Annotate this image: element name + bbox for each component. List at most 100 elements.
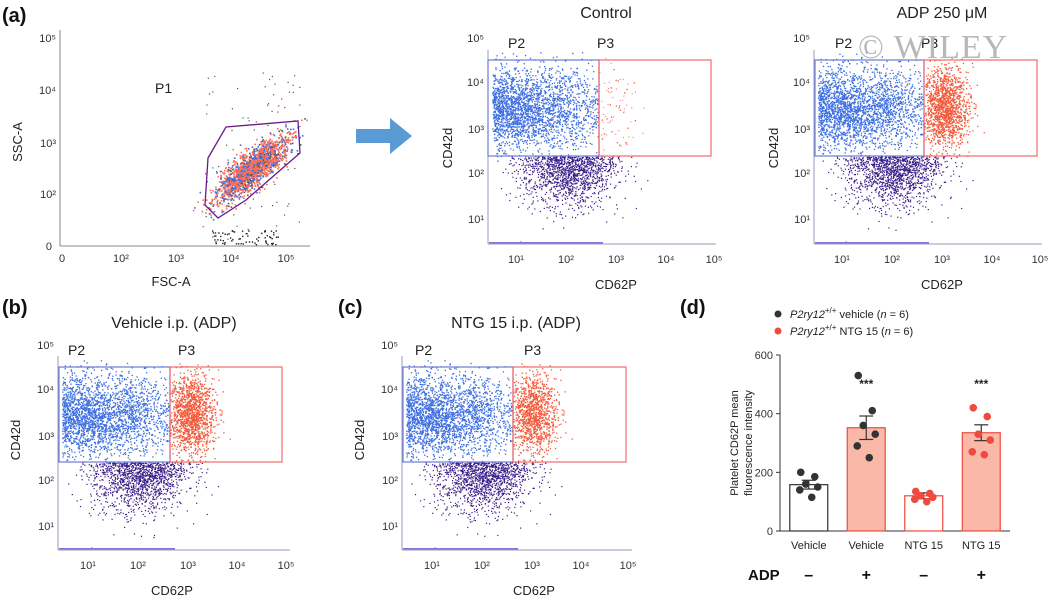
adp-250-y-tick-2: 10² <box>794 168 810 180</box>
bar-y-tick-label: 600 <box>755 350 773 362</box>
data-point <box>871 430 880 439</box>
adp-250-plot: ADP 250 μM P2 P3 10¹ 10² 10³ 10⁴ 10⁵ 10¹… <box>766 5 1048 292</box>
panel-b-gate-p2-label: P2 <box>68 342 85 358</box>
panel-a-scatter-plot: P1 0 10² 10³ 10⁴ 10⁵ 0 10² 10³ 10⁴ 10⁵ F… <box>10 30 310 289</box>
adp-250-x-tick-2: 10² <box>884 254 900 266</box>
scatter-x-tick-3: 10⁴ <box>223 253 240 265</box>
adp-250-x-tick-5: 10⁵ <box>1032 254 1049 266</box>
control-gate-p3-label: P3 <box>597 35 614 51</box>
panel-b-x-tick-1: 10¹ <box>80 560 96 572</box>
adp-250-y-tick-4: 10⁴ <box>793 77 810 89</box>
gate-p1-polygon <box>204 120 301 219</box>
control-gate-p2-label: P2 <box>508 35 525 51</box>
panel-a-label: (a) <box>2 5 26 27</box>
mfi-bar-chart: 0 200 400 600 Platelet CD62P mean fluorescenc… <box>729 350 1010 552</box>
control-title: Control <box>580 5 632 22</box>
control-events <box>489 52 649 244</box>
adp-250-gate-p3-label: P3 <box>921 35 938 51</box>
category-label-2: Vehicle <box>849 540 884 552</box>
scatter-x-tick-1: 10² <box>113 253 129 265</box>
panel-b-gate-p3-label: P3 <box>178 342 195 358</box>
panel-c-title: NTG 15 i.p. (ADP) <box>451 315 581 332</box>
panel-c-gate-p2-label: P2 <box>415 342 432 358</box>
data-point <box>983 412 992 421</box>
category-label-4: NTG 15 <box>962 540 1001 552</box>
panel-b-gate-p3 <box>169 366 283 463</box>
gate-p1-label: P1 <box>155 80 172 96</box>
control-plot: Control P2 P3 10¹ 10² 10³ 10⁴ 10⁵ 10¹ 10… <box>440 5 722 292</box>
legend-vehicle: P2ry12+/+ vehicle (n = 6) <box>790 306 909 321</box>
panel-c-gate-p3 <box>512 366 627 463</box>
panel-c-y-tick-5: 10⁵ <box>381 340 398 352</box>
control-x-tick-3: 10³ <box>608 254 624 266</box>
panel-c-y-tick-1: 10¹ <box>382 521 398 533</box>
right-arrow-icon <box>356 118 412 154</box>
legend-ntg15: P2ry12+/+ NTG 15 (n = 6) <box>790 323 913 338</box>
panel-b-events <box>59 360 231 550</box>
scatter-y-tick-4: 10⁵ <box>39 33 56 45</box>
significance-4: *** <box>974 377 988 391</box>
scatter-x-label: FSC-A <box>152 274 191 289</box>
panel-d-legend: P2ry12+/+ vehicle (n = 6) P2ry12+/+ NTG … <box>774 306 913 338</box>
panel-d-label: (d) <box>680 297 706 319</box>
legend-dot-ntg15 <box>774 327 782 335</box>
adp-sign-row: – + – + <box>804 567 986 584</box>
bar-4 <box>961 432 1001 532</box>
significance-2: *** <box>859 377 873 391</box>
adp-sign-3: – <box>919 567 928 584</box>
adp-sign-1: – <box>804 567 813 584</box>
adp-250-y-tick-5: 10⁵ <box>793 33 810 45</box>
panel-b-y-tick-2: 10² <box>38 475 54 487</box>
bar-y-tick-label: 200 <box>755 467 773 479</box>
data-point <box>865 453 874 462</box>
control-y-tick-1: 10¹ <box>468 214 484 226</box>
panel-c-label: (c) <box>338 297 362 319</box>
control-y-label: CD42d <box>440 128 455 168</box>
data-point <box>807 493 816 502</box>
control-x-tick-4: 10⁴ <box>658 254 675 266</box>
panel-b-x-tick-4: 10⁴ <box>229 560 246 572</box>
data-point <box>928 493 937 502</box>
data-point <box>859 421 868 430</box>
control-x-tick-2: 10² <box>558 254 574 266</box>
data-point <box>986 436 995 444</box>
category-label-3: NTG 15 <box>904 540 943 552</box>
panel-c-x-tick-2: 10² <box>474 560 490 572</box>
legend-dot-vehicle <box>774 310 782 318</box>
scatter-y-tick-0: 0 <box>46 241 52 253</box>
data-point <box>916 492 925 500</box>
bar-2 <box>846 427 886 532</box>
control-y-tick-4: 10⁴ <box>467 77 484 89</box>
adp-250-x-tick-4: 10⁴ <box>984 254 1001 266</box>
scatter-y-tick-2: 10³ <box>40 138 56 150</box>
panel-b-y-tick-3: 10³ <box>38 431 54 443</box>
data-point <box>810 472 819 481</box>
scatter-x-tick-0: 0 <box>59 253 65 265</box>
panel-c-x-tick-5: 10⁵ <box>620 560 637 572</box>
data-point <box>813 483 822 491</box>
adp-sign-4: + <box>977 567 986 584</box>
control-y-tick-5: 10⁵ <box>467 33 484 45</box>
panel-c-x-tick-3: 10³ <box>524 560 540 572</box>
panel-c-y-tick-2: 10² <box>382 475 398 487</box>
bar-y-label: Platelet CD62P mean fluorescence intensit… <box>729 390 755 496</box>
data-point <box>911 487 920 496</box>
adp-250-y-label: CD42d <box>766 128 781 168</box>
data-point <box>854 371 863 380</box>
panel-b-plot: Vehicle i.p. (ADP) P2 P3 10¹ 10² 10³ 10⁴… <box>8 315 294 598</box>
panel-b-x-tick-3: 10³ <box>180 560 196 572</box>
panel-b-x-label: CD62P <box>151 583 193 598</box>
data-point <box>801 480 810 488</box>
adp-250-title: ADP 250 μM <box>897 5 988 22</box>
panel-c-gate-p3-label: P3 <box>524 342 541 358</box>
bar-1 <box>789 484 829 532</box>
panel-c-x-label: CD62P <box>513 583 555 598</box>
panel-c-y-tick-4: 10⁴ <box>381 384 398 396</box>
data-point <box>795 486 804 494</box>
scatter-x-tick-2: 10³ <box>168 253 184 265</box>
bar-y-tick-label: 0 <box>767 526 773 538</box>
control-x-tick-5: 10⁵ <box>706 254 723 266</box>
panel-b-y-tick-1: 10¹ <box>38 521 54 533</box>
wiley-watermark: © WILEY <box>858 29 1008 66</box>
